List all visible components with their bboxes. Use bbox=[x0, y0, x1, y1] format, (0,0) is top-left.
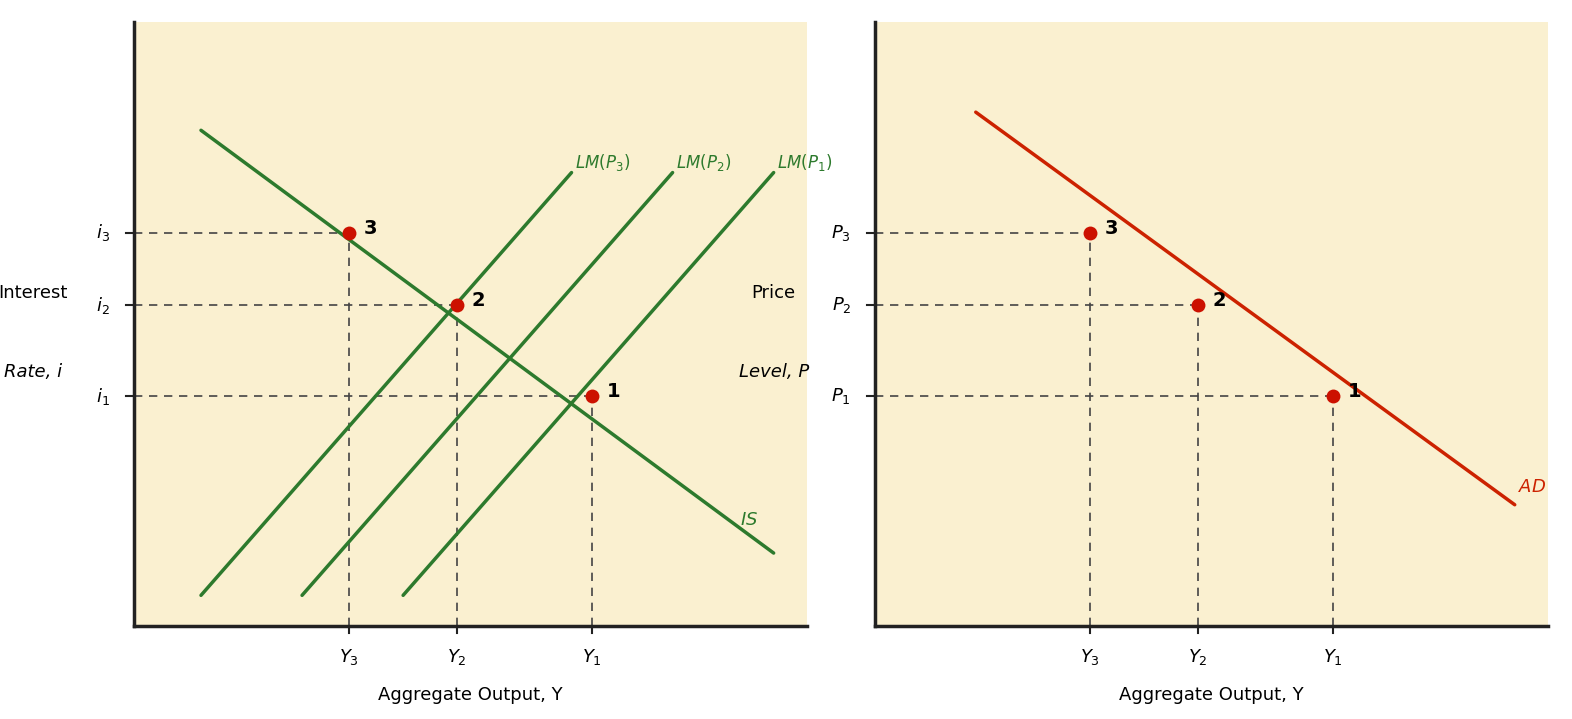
Text: Aggregate Output, Y: Aggregate Output, Y bbox=[379, 686, 563, 704]
Text: $P_3$: $P_3$ bbox=[832, 223, 850, 243]
Text: 2: 2 bbox=[472, 291, 486, 310]
Text: Rate, i: Rate, i bbox=[3, 363, 61, 381]
Text: Interest: Interest bbox=[0, 284, 68, 303]
Text: $i_2$: $i_2$ bbox=[96, 295, 110, 316]
Text: $Y_3$: $Y_3$ bbox=[1080, 646, 1100, 667]
Text: $i_1$: $i_1$ bbox=[96, 385, 110, 406]
Text: 1: 1 bbox=[607, 382, 621, 400]
Text: $Y_2$: $Y_2$ bbox=[446, 646, 467, 667]
Text: 3: 3 bbox=[1105, 219, 1119, 237]
Text: $AD$: $AD$ bbox=[1519, 477, 1547, 495]
Text: $P_2$: $P_2$ bbox=[832, 296, 850, 316]
Text: $LM(P_1)$: $LM(P_1)$ bbox=[777, 152, 832, 173]
Text: $Y_2$: $Y_2$ bbox=[1188, 646, 1207, 667]
Text: $Y_1$: $Y_1$ bbox=[582, 646, 602, 667]
Text: Price: Price bbox=[751, 284, 795, 303]
Text: $LM(P_3)$: $LM(P_3)$ bbox=[575, 152, 630, 173]
Text: $LM(P_2)$: $LM(P_2)$ bbox=[676, 152, 731, 173]
Text: 1: 1 bbox=[1347, 382, 1361, 400]
Text: $P_1$: $P_1$ bbox=[832, 386, 850, 406]
Text: Aggregate Output, Y: Aggregate Output, Y bbox=[1119, 686, 1303, 704]
Text: $Y_3$: $Y_3$ bbox=[340, 646, 358, 667]
Text: $IS$: $IS$ bbox=[740, 511, 758, 529]
Text: $Y_1$: $Y_1$ bbox=[1324, 646, 1342, 667]
Text: 2: 2 bbox=[1214, 291, 1226, 310]
Text: 3: 3 bbox=[365, 219, 377, 237]
Text: $i_3$: $i_3$ bbox=[96, 222, 110, 244]
Text: Level, P: Level, P bbox=[739, 363, 808, 381]
